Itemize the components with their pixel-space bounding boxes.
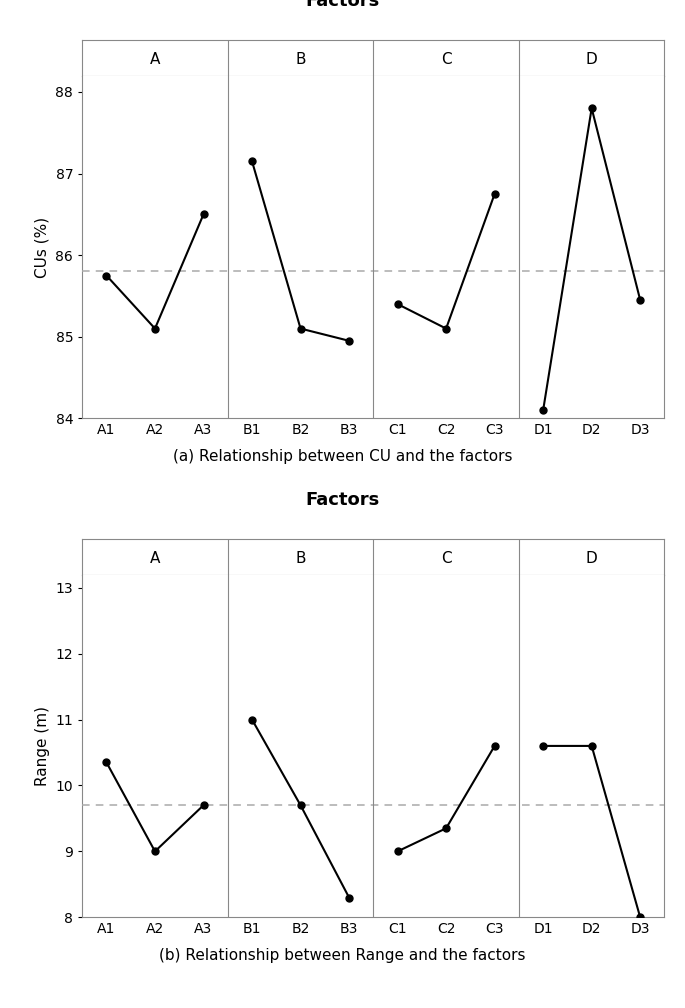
Text: A: A bbox=[150, 52, 160, 68]
Text: (b) Relationship between Range and the factors: (b) Relationship between Range and the f… bbox=[159, 948, 526, 963]
Text: A: A bbox=[150, 551, 160, 566]
Text: C: C bbox=[440, 52, 451, 68]
Text: B: B bbox=[295, 551, 306, 566]
Text: C: C bbox=[440, 551, 451, 566]
Text: Factors: Factors bbox=[306, 0, 379, 10]
Y-axis label: CUs (%): CUs (%) bbox=[35, 217, 50, 277]
Y-axis label: Range (m): Range (m) bbox=[35, 706, 50, 786]
Text: D: D bbox=[586, 551, 597, 566]
Text: (a) Relationship between CU and the factors: (a) Relationship between CU and the fact… bbox=[173, 449, 512, 464]
Text: Factors: Factors bbox=[306, 491, 379, 509]
Text: D: D bbox=[586, 52, 597, 68]
Text: B: B bbox=[295, 52, 306, 68]
